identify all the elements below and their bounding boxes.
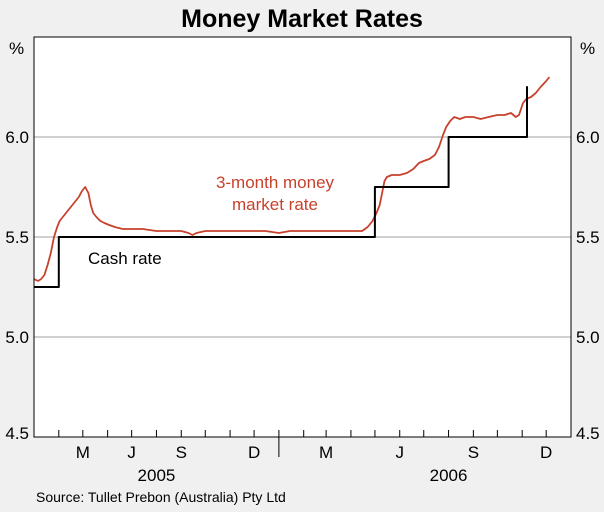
series-line-money-market-rate (33, 76, 551, 282)
y-tick-label-left-6.0: 6.0 (5, 128, 29, 147)
chart-title: Money Market Rates (181, 5, 423, 33)
x-tick-label-D: D (540, 443, 552, 462)
series-line-cash-rate (34, 86, 528, 288)
y-tick-label-right-5.5: 5.5 (576, 228, 600, 247)
y-tick-label-right-4.5: 4.5 (576, 424, 600, 443)
x-tick-label-S: S (176, 443, 187, 462)
y-tick-label-left-5.0: 5.0 (5, 328, 29, 347)
y-tick-labels: 6.0 6.0 5.5 5.5 5.0 5.0 4.5 4.5 (5, 128, 599, 443)
annotation-mmr-line1: 3-month money (216, 173, 335, 192)
annotation-mmr-line2: market rate (232, 195, 318, 214)
x-tick-marks (58, 430, 572, 457)
x-tick-label-M: M (319, 443, 333, 462)
annotation-cash-rate: Cash rate (88, 249, 162, 268)
x-year-label-2006: 2006 (430, 466, 468, 485)
x-tick-label-J: J (395, 443, 404, 462)
x-tick-label-M: M (76, 443, 90, 462)
x-tick-label-S: S (468, 443, 479, 462)
series-lines (33, 76, 551, 288)
x-tick-label-J: J (127, 443, 136, 462)
x-tick-labels: M J S D M J S D 2005 2006 (76, 443, 553, 485)
x-year-label-2005: 2005 (138, 466, 176, 485)
y-tick-label-right-6.0: 6.0 (576, 128, 600, 147)
y-unit-left: % (9, 39, 24, 58)
y-tick-label-left-4.5: 4.5 (5, 424, 29, 443)
y-tick-label-right-5.0: 5.0 (576, 328, 600, 347)
plot-frame (33, 36, 572, 438)
x-tick-label-D: D (248, 443, 260, 462)
source-note: Source: Tullet Prebon (Australia) Pty Lt… (36, 489, 286, 505)
y-tick-label-left-5.5: 5.5 (5, 228, 29, 247)
y-unit-right: % (580, 39, 595, 58)
